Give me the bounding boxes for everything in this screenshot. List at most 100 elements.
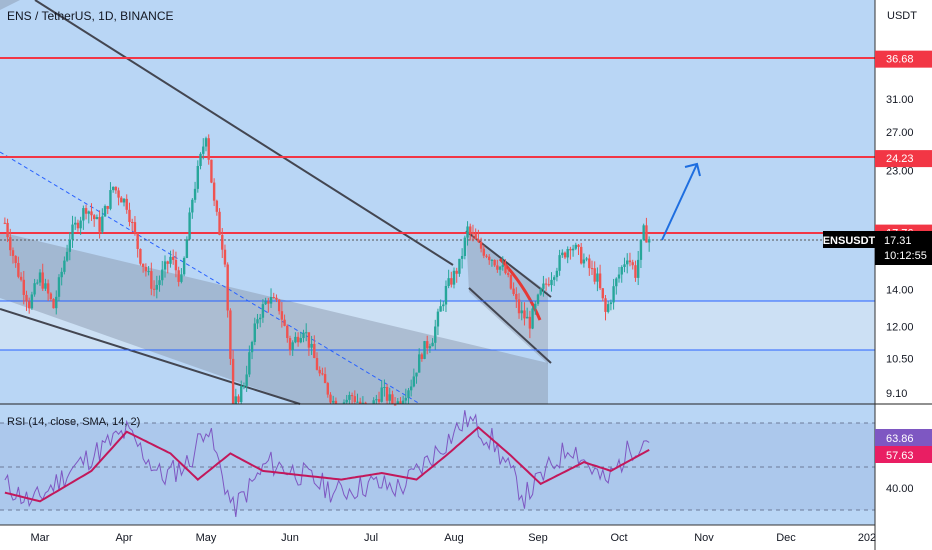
candle-body (283, 319, 286, 326)
candle-body (253, 323, 256, 342)
candle-body (536, 294, 540, 304)
candle-body (512, 288, 515, 294)
candle-body (393, 404, 397, 406)
time-label: Mar (31, 532, 50, 544)
candle-body (92, 215, 96, 220)
time-label: Dec (776, 532, 796, 544)
candle-body (226, 264, 229, 311)
candle-body (444, 285, 448, 305)
candle-body (44, 283, 47, 289)
candle-body (95, 217, 99, 220)
candle-body (563, 252, 567, 258)
candle-body (6, 222, 9, 238)
candle-body (310, 343, 313, 348)
candle-body (9, 237, 12, 251)
candle-body (229, 310, 232, 359)
candle-body (231, 358, 235, 404)
currency-label: USDT (887, 10, 917, 22)
candle-body (617, 274, 621, 279)
candle-body (523, 310, 526, 319)
time-label: Nov (694, 532, 714, 544)
candle-body (185, 239, 189, 258)
candle-body (496, 265, 499, 270)
candle-body (372, 400, 375, 404)
candle-body (558, 255, 561, 271)
candle-body (49, 293, 53, 300)
symbol-tag: ENSUSDT (823, 235, 876, 247)
candle-body (305, 332, 308, 334)
chart-title: ENS / TetherUS, 1D, BINANCE (7, 9, 174, 23)
last-price-tag: ENSUSDT 17.31 10:12:55 (823, 231, 932, 265)
candle-body (452, 270, 456, 285)
candle-body (128, 209, 131, 223)
candle-body (25, 294, 28, 302)
candle-body (323, 374, 327, 384)
price-tag: 36.68 (886, 54, 914, 66)
candle-body (307, 332, 311, 348)
candle-body (57, 277, 61, 297)
rsi-tick: 40.00 (886, 483, 914, 495)
candle-body (482, 248, 486, 256)
candle-body (158, 280, 161, 285)
candle-body (566, 249, 569, 258)
candle-body (555, 270, 559, 278)
candle-body (174, 259, 178, 271)
candle-body (275, 297, 278, 300)
candle-body (212, 182, 216, 201)
candle-body (125, 198, 128, 210)
candle-body (345, 399, 348, 403)
candle-body (329, 394, 332, 403)
candle-body (515, 293, 518, 300)
candle-body (534, 303, 537, 309)
candle-body (509, 274, 513, 289)
candle-body (342, 402, 346, 404)
candle-body (569, 249, 572, 251)
candle-body (98, 217, 101, 232)
candle-body (82, 208, 85, 221)
candle-body (332, 400, 335, 403)
rsi-tag: 63.86 (886, 433, 914, 445)
candle-body (417, 354, 421, 373)
candle-body (188, 212, 191, 240)
candle-body (288, 338, 292, 351)
candle-body (152, 288, 156, 290)
candle-body (207, 138, 210, 160)
candle-body (539, 288, 542, 295)
candle-body (598, 273, 602, 289)
candle-body (356, 401, 359, 403)
price-axis-background (875, 0, 932, 550)
candle-body (474, 234, 477, 240)
candle-body (528, 316, 532, 329)
candle-body (388, 394, 391, 401)
candle-body (385, 386, 389, 401)
candle-body (407, 390, 410, 398)
candle-body (493, 259, 496, 266)
candle-body (550, 279, 553, 286)
candle-body (76, 222, 80, 229)
candle-body (645, 225, 648, 243)
candle-body (396, 401, 399, 404)
candle-body (196, 165, 199, 189)
candle-body (574, 244, 577, 249)
price-tag-bg (875, 50, 932, 68)
candle-body (133, 222, 137, 234)
candle-body (147, 271, 150, 273)
candle-body (420, 354, 424, 359)
candle-body (144, 266, 148, 272)
flag-channel (466, 232, 548, 364)
candle-body (607, 304, 610, 312)
time-labels: Mar Apr May Jun Jul Aug Sep Oct Nov Dec 202 (31, 532, 877, 544)
candle-body (488, 256, 491, 261)
candle-body (55, 296, 58, 309)
projection-arrow (661, 162, 701, 241)
candle-body (139, 248, 142, 264)
candle-body (588, 258, 591, 269)
time-label: 202 (858, 532, 876, 544)
candle-body (626, 260, 629, 265)
candle-body (460, 255, 464, 259)
candle-body (571, 248, 575, 251)
candle-body (63, 260, 66, 272)
price-tick: 27.00 (886, 127, 914, 139)
rsi-label: RSI (14, close, SMA, 14, 2) (7, 416, 140, 428)
